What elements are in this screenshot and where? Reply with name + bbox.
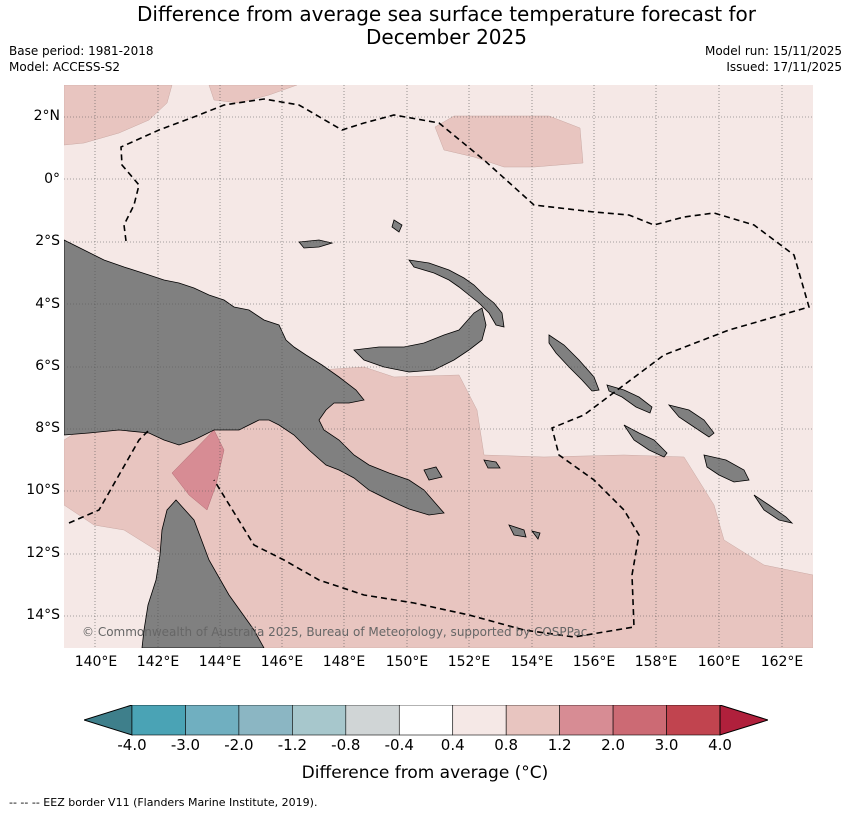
lat-label-10s: 10°S [26, 482, 60, 498]
eez-border-torres [68, 429, 150, 524]
map-title: Difference from average sea surface temp… [0, 3, 850, 49]
model-name: Model: ACCESS-S2 [9, 60, 121, 74]
colorbar-tick-label: -4.0 [117, 736, 147, 754]
lon-label-144e: 144°E [198, 654, 242, 670]
colorbar-swatch [452, 705, 507, 736]
lon-label-156e: 156°E [572, 654, 616, 670]
island-malaita [667, 404, 715, 438]
meta-right: Model run: 15/11/2025 Issued: 17/11/2025 [705, 43, 842, 75]
colorbar-swatch [238, 705, 293, 736]
anomaly-patch-northwest [64, 85, 173, 146]
lat-label-6s: 6°S [35, 358, 60, 374]
colorbar-tick-label: 0.8 [494, 736, 519, 754]
lon-label-150e: 150°E [385, 654, 429, 670]
lat-gridlines [64, 116, 813, 617]
eez-footnote: -- -- -- EEZ border V11 (Flanders Marine… [9, 796, 318, 809]
island-fergusson [423, 466, 443, 481]
colorbar-tick-label: 1.2 [547, 736, 572, 754]
colorbar-tick-label: 3.0 [654, 736, 679, 754]
lat-label-4s: 4°S [35, 296, 60, 312]
colorbar-swatch [131, 705, 186, 736]
lon-label-158e: 158°E [634, 654, 678, 670]
colorbar-low-extend [84, 705, 133, 736]
colorbar-swatch [185, 705, 240, 736]
lon-label-148e: 148°E [322, 654, 366, 670]
lat-label-12s: 12°S [26, 545, 60, 561]
colorbar-tick-label: 4.0 [708, 736, 732, 754]
island-makira [753, 494, 794, 524]
colorbar-swatch [666, 705, 721, 736]
island-misima [508, 524, 527, 538]
island-rossel [531, 530, 541, 540]
colorbar-tick-label: -0.4 [384, 736, 414, 754]
landmass-cape-york [141, 499, 265, 648]
lat-label-0: 0° [44, 171, 60, 187]
landmass-new-guinea [64, 239, 445, 516]
colorbar [84, 705, 768, 736]
colorbar-swatch [398, 705, 454, 736]
island-bougainville [548, 334, 600, 392]
lon-label-142e: 142°E [136, 654, 180, 670]
model-run: Model run: 15/11/2025 [704, 44, 842, 58]
colorbar-swatch [559, 705, 614, 736]
lat-label-14s: 14°S [26, 607, 60, 623]
meta-left: Base period: 1981-2018 Model: ACCESS-S2 [9, 43, 154, 75]
lon-label-162e: 162°E [760, 654, 804, 670]
lon-label-152e: 152°E [447, 654, 491, 670]
colorbar-tick-label: 2.0 [601, 736, 625, 754]
colorbar-swatches [131, 705, 721, 736]
lat-label-2n: 2°N [33, 108, 60, 124]
colorbar-tick-label: 0.4 [440, 736, 465, 754]
island-guadalcanal [703, 454, 750, 483]
colorbar-swatch [345, 705, 400, 736]
sst-anomaly-map[interactable] [64, 85, 813, 648]
colorbar-tick-label: -1.2 [277, 736, 307, 754]
colorbar-tick-label: -2.0 [224, 736, 254, 754]
base-period: Base period: 1981-2018 [9, 44, 154, 58]
landmass-new-ireland [408, 259, 505, 328]
title-line-2: December 2025 [366, 25, 527, 49]
eez-border-png-north [120, 98, 810, 638]
lon-label-154e: 154°E [510, 654, 554, 670]
island-woodlark [483, 459, 501, 469]
copyright-notice: © Commonwealth of Australia 2025, Bureau… [82, 625, 588, 639]
island-new-hanover [391, 219, 403, 233]
anomaly-patch-north [208, 85, 298, 104]
colorbar-swatch [292, 705, 347, 736]
lon-label-160e: 160°E [697, 654, 741, 670]
colorbar-tick-label: -3.0 [170, 736, 201, 754]
lat-label-2s: 2°S [35, 233, 60, 249]
anomaly-patch-north-central [434, 115, 584, 168]
lon-label-140e: 140°E [74, 654, 118, 670]
colorbar-title: Difference from average (°C) [301, 763, 549, 783]
colorbar-swatch [612, 705, 667, 736]
lat-label-8s: 8°S [35, 420, 60, 436]
colorbar-tick-label: -0.8 [331, 736, 361, 754]
colorbar-high-extend [719, 705, 768, 736]
landmass-new-britain [353, 307, 487, 373]
issued-date: Issued: 17/11/2025 [726, 60, 842, 74]
title-line-1: Difference from average sea surface temp… [136, 2, 756, 26]
colorbar-swatch [505, 705, 560, 736]
lon-label-146e: 146°E [260, 654, 304, 670]
